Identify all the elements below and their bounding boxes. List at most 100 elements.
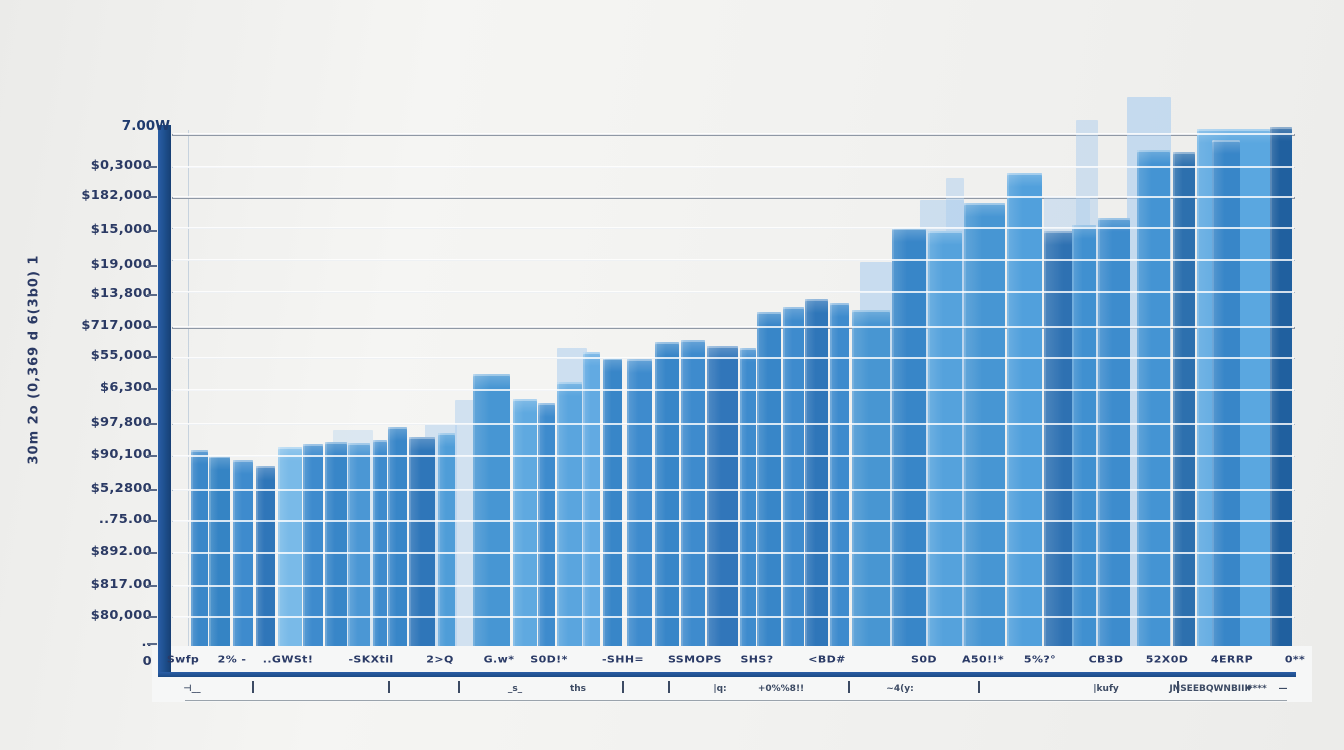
y-axis-tick [147, 388, 157, 390]
x-axis-tick-label: Swfp [166, 653, 200, 666]
bar [191, 450, 208, 647]
bar [473, 373, 510, 647]
y-axis-tick-label: $0,3000 [90, 158, 152, 173]
y-axis-top-label: 7.00W [121, 118, 170, 134]
axis-sub-annotation: — [1278, 684, 1288, 694]
y-axis-tick [147, 265, 157, 267]
bar [538, 403, 555, 647]
x-axis-tick-label: 0** [1284, 653, 1306, 666]
gridline-highlight [173, 389, 1294, 391]
y-axis-tick-label: $19,000 [90, 257, 152, 272]
x-axis-tick-label: S0D!* [530, 653, 568, 666]
axis-sub-tick [848, 681, 850, 693]
bar [830, 303, 849, 647]
y-axis-tick [147, 520, 157, 522]
bar [388, 427, 407, 647]
bar [627, 358, 652, 647]
gridline-highlight [173, 133, 1294, 135]
gridline [172, 197, 1295, 199]
bar [892, 227, 926, 647]
bar [303, 443, 323, 647]
bar [1072, 225, 1096, 647]
x-axis-tick-label: 52X0D [1145, 653, 1189, 666]
y-axis-tick-label: 0 [142, 654, 152, 669]
axis-sub-tick [668, 681, 670, 693]
y-axis-tick-label: $13,800 [90, 286, 152, 301]
plot-left-gridline [188, 130, 189, 647]
x-axis-tick-label: A50!!* [961, 653, 1004, 666]
bar [348, 442, 370, 647]
bar [852, 309, 890, 647]
bar [1212, 140, 1240, 647]
x-axis-tick-label: 5%?° [1023, 653, 1057, 666]
bar [256, 465, 275, 647]
y-axis-tick [147, 552, 157, 554]
axis-sub-tick [388, 681, 390, 693]
gridline [172, 134, 1295, 136]
bar [373, 439, 387, 647]
y-axis-tick-label: $97,800 [90, 415, 152, 430]
bar [583, 352, 600, 647]
axis-sub-annotation: |kufy [1093, 684, 1119, 694]
x-axis-tick-label: 4ERRP [1210, 653, 1254, 666]
y-axis-line [158, 125, 171, 677]
axis-sub-tick [978, 681, 980, 693]
bar [409, 437, 435, 647]
axis-sub-annotation: _s_ [507, 684, 523, 694]
y-axis-tick [147, 356, 157, 358]
gridline-highlight [173, 227, 1294, 229]
y-axis-tick-label: $90,100 [90, 447, 152, 462]
y-axis-tick [147, 166, 157, 168]
axis-sub-tick [458, 681, 460, 693]
bar [783, 307, 804, 647]
y-axis-tick [147, 489, 157, 491]
axis-sub-annotation: ♦ [1244, 684, 1254, 694]
y-axis-tick-label: $6,300 [100, 380, 152, 395]
y-axis-tick [147, 326, 157, 328]
y-axis-tick-label: $15,000 [90, 222, 152, 237]
axis-sub-tick [622, 681, 624, 693]
x-axis-tick-label: G.w* [483, 653, 515, 666]
bar [681, 340, 705, 647]
bar [655, 342, 679, 647]
x-axis-tick-label: SSMOPS [667, 653, 723, 666]
gridline-highlight [173, 196, 1294, 198]
bar [209, 455, 230, 647]
y-axis-tick-label: $5,2800 [90, 481, 152, 496]
gridline-highlight [173, 326, 1294, 328]
x-axis-tick-label: <BD# [808, 653, 846, 666]
x-axis-tick-label: -SKXtil [348, 653, 394, 666]
bar [757, 311, 781, 647]
y-axis-tick [147, 230, 157, 232]
axis-sub-annotation: ⊣__ [183, 684, 201, 694]
y-axis-tick [147, 294, 157, 296]
bar [707, 345, 738, 647]
bar [740, 347, 756, 647]
y-axis-tick-label: $717,000 [81, 318, 152, 333]
y-axis-tick-label: .. [0, 635, 152, 649]
bar [325, 441, 347, 647]
y-axis-tick [147, 455, 157, 457]
gridline-highlight [173, 259, 1294, 261]
y-axis-tick [147, 196, 157, 198]
bar [557, 381, 582, 647]
x-axis-tick-label: -SHH= [601, 653, 645, 666]
y-axis-tick-label: $80,000 [90, 608, 152, 623]
axis-sub-tick [1177, 681, 1179, 693]
y-axis-tick-label: $55,000 [90, 348, 152, 363]
x-axis-tick-label: ..GWSt! [262, 653, 314, 666]
bar [1007, 173, 1042, 647]
y-axis-tick [147, 643, 157, 645]
axis-sub-annotation: +0%%8!! [757, 684, 805, 694]
gridline-highlight [173, 166, 1294, 168]
gridline-highlight [173, 423, 1294, 425]
bar [928, 230, 962, 647]
y-axis-tick-label: $182,000 [81, 188, 152, 203]
x-axis-tick-label: S0D [911, 653, 937, 666]
axis-sub-annotation: JNSEEBQWNBIII**** [1169, 684, 1267, 694]
gridline-highlight [173, 291, 1294, 293]
gridline-highlight [173, 520, 1294, 522]
gridline-highlight [173, 552, 1294, 554]
x-axis-tick-label: 2% - [217, 653, 247, 666]
